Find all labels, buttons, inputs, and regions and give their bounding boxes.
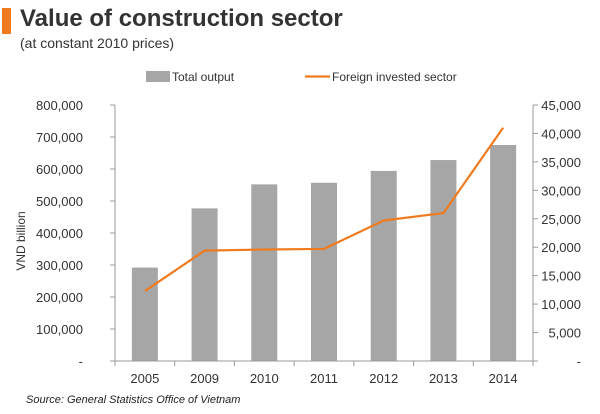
right-tick-label: 15,000 [541, 269, 581, 284]
right-tick-label: 10,000 [541, 297, 581, 312]
x-tick-label-2012: 2012 [369, 371, 398, 386]
legend-swatch-total-output [146, 71, 170, 82]
left-tick-label: 200,000 [36, 290, 83, 305]
right-tick-label: 25,000 [541, 212, 581, 227]
chart-header: Value of construction sector (at constan… [2, 5, 598, 51]
y-axis-label: VND billion [14, 211, 28, 270]
x-tick-label-2005: 2005 [130, 371, 159, 386]
right-tick-label: 5,000 [548, 326, 581, 341]
left-tick-label: 600,000 [36, 162, 83, 177]
total-output-bars [131, 145, 517, 361]
left-tick-label: 500,000 [36, 194, 83, 209]
left-tick-label: 100,000 [36, 322, 83, 337]
left-tick-label: - [79, 354, 83, 369]
foreign-invested-line [144, 127, 505, 292]
left-y-axis: - 100,000 200,000 300,000 400,000 500,000 600,… [36, 98, 116, 369]
bar-2013 [430, 160, 457, 361]
right-y-axis: - 5,000 10,000 15,000 20,000 25,000 30,000 35,0… [532, 98, 581, 369]
right-tick-label: 20,000 [541, 240, 581, 255]
left-tick-label: 300,000 [36, 258, 83, 273]
bar-2012 [370, 170, 397, 361]
bar-2009 [191, 208, 218, 361]
x-tick-label-2011: 2011 [310, 371, 338, 386]
right-tick-label: 40,000 [541, 126, 581, 141]
title-accent-bar [2, 8, 11, 34]
x-tick-label-2009: 2009 [190, 371, 219, 386]
chart-title: Value of construction sector [20, 5, 343, 32]
right-tick-label: 35,000 [541, 155, 581, 170]
source-note: Source: General Statistics Office of Vie… [26, 394, 241, 406]
x-tick-label-2014: 2014 [489, 371, 518, 386]
legend-label-total-output: Total output [172, 70, 235, 84]
x-axis: 2005 2009 2010 2011 2012 2013 2014 [114, 360, 534, 386]
right-tick-label: 45,000 [541, 98, 581, 113]
legend-label-foreign-invested: Foreign invested sector [332, 70, 457, 84]
x-tick-label-2013: 2013 [429, 371, 458, 386]
left-tick-label: 700,000 [36, 130, 83, 145]
x-tick-label-2010: 2010 [250, 371, 279, 386]
left-tick-label: 800,000 [36, 98, 83, 113]
bar-2014 [490, 145, 517, 361]
right-tick-label: - [577, 354, 581, 369]
left-tick-label: 400,000 [36, 226, 83, 241]
right-tick-label: 30,000 [541, 183, 581, 198]
bar-2010 [251, 184, 278, 361]
chart-subtitle: (at constant 2010 prices) [20, 35, 175, 51]
bar-2005 [131, 267, 158, 361]
chart-legend: Total output Foreign invested sector [146, 70, 457, 84]
bar-2011 [311, 182, 337, 361]
